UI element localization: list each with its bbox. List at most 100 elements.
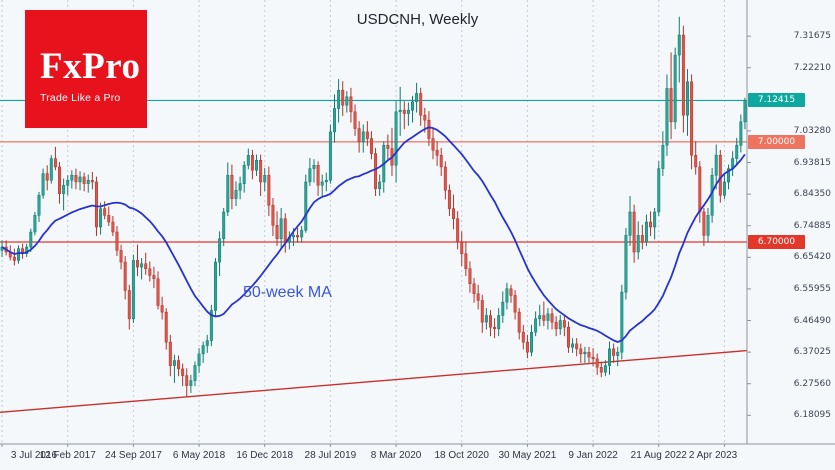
candle-body: [534, 318, 538, 333]
candle-body: [599, 366, 603, 373]
candle-body: [558, 320, 562, 330]
candle-body: [698, 166, 702, 213]
price-axis-label: 7.22210: [793, 62, 831, 73]
candle-body: [513, 295, 517, 313]
candle-body: [320, 181, 324, 186]
support-trendline[interactable]: [0, 349, 748, 413]
candle-body: [706, 215, 710, 236]
candle-body: [718, 154, 722, 196]
candle-body: [579, 348, 583, 355]
candle-body: [591, 356, 595, 360]
candle-body: [333, 108, 336, 133]
candle-body: [517, 311, 521, 333]
candle-body: [49, 158, 53, 181]
candle-body: [94, 181, 98, 228]
time-axis-label: 18 Oct 2020: [434, 450, 489, 461]
time-axis-label: 8 Mar 2020: [370, 450, 422, 461]
price-axis-label: 6.46490: [793, 315, 831, 326]
candle-body: [530, 331, 534, 353]
candle-body: [275, 225, 279, 239]
candle-body: [468, 268, 472, 285]
candle-body: [33, 215, 37, 233]
candle-body: [308, 168, 312, 183]
candle-body: [82, 176, 86, 184]
candle-body: [213, 261, 217, 311]
time-axis-label: 21 Aug 2022: [630, 450, 687, 461]
candle-body: [690, 81, 694, 156]
candle-body: [242, 164, 246, 184]
candle-body: [201, 345, 205, 355]
candle-body: [341, 89, 345, 106]
candle-body: [583, 351, 587, 355]
candle-body: [255, 159, 259, 171]
candle-body: [222, 211, 226, 239]
moving-average-line[interactable]: [1, 126, 746, 343]
time-axis-label: 6 May 2018: [172, 450, 226, 461]
candle-body: [550, 313, 554, 323]
candle-body: [119, 250, 123, 263]
candle-body: [127, 290, 131, 320]
candle-body: [304, 181, 308, 231]
candle-body: [70, 175, 74, 181]
candle-body: [259, 159, 263, 183]
candle-body: [328, 131, 332, 181]
candle-body: [488, 315, 492, 328]
candle-body: [378, 181, 382, 189]
candle-body: [686, 81, 689, 116]
price-axis-label: 6.93815: [793, 157, 831, 168]
fxpro-logo-brand-text: FxPro: [40, 46, 141, 87]
price-axis-label: 6.37025: [793, 347, 831, 358]
candle-body: [620, 291, 624, 353]
candle-body: [673, 54, 677, 123]
candle-body: [267, 175, 271, 206]
candle-body: [291, 235, 295, 238]
candle-body: [369, 138, 373, 154]
candle-body: [493, 326, 497, 330]
candle-body: [435, 149, 439, 156]
candle-body: [99, 208, 103, 228]
candle-body: [616, 351, 620, 356]
candle-body: [168, 341, 172, 366]
candle-body: [472, 283, 476, 295]
candle-body: [681, 34, 685, 116]
candle-body: [669, 88, 673, 123]
candle-body: [464, 253, 468, 269]
candle-body: [727, 168, 731, 183]
candle-body: [665, 88, 669, 146]
time-axis[interactable]: 3 Jul 2016 12 Feb 2017 24 Sep 2017 6 May 20…: [0, 444, 835, 470]
candle-body: [452, 208, 456, 219]
candle-body: [189, 380, 193, 386]
time-axis-label: 16 Dec 2018: [236, 450, 294, 461]
price-axis-label: 7.31675: [793, 31, 831, 42]
candle-body: [636, 235, 640, 253]
candle-body: [644, 221, 648, 243]
candle-body: [525, 341, 529, 353]
ma-label: 50-week MA: [243, 284, 332, 301]
candle-body: [66, 180, 70, 186]
time-axis-label: 3 Jul 2016: [10, 450, 58, 461]
candle-body: [505, 288, 509, 303]
candle-body: [25, 246, 29, 254]
fxpro-logo: FxPro Trade Like a Pro: [25, 10, 147, 128]
candle-body: [595, 358, 599, 368]
candle-body: [542, 315, 546, 321]
time-axis-label: 2 Apr 2023: [688, 450, 738, 461]
candle-body: [345, 96, 349, 106]
candle-body: [739, 121, 743, 146]
time-axis-label: 24 Sep 2017: [105, 450, 162, 461]
candle-body: [484, 315, 488, 323]
candle-body: [628, 211, 632, 236]
candle-body: [575, 343, 579, 350]
candle-body: [263, 175, 267, 183]
candle-body: [324, 180, 328, 183]
price-axis-label: 6.65420: [793, 252, 831, 263]
candle-body: [16, 248, 20, 261]
candle-body: [312, 164, 316, 169]
candle-body: [205, 340, 209, 346]
candle-body: [172, 360, 176, 366]
candle-body: [743, 100, 747, 123]
candle-body: [419, 93, 423, 116]
price-axis-label: 6.18095: [793, 410, 831, 421]
price-axis[interactable]: 7.31675 7.22210 7.03280 6.93815 6.84350 6.748…: [747, 0, 835, 444]
